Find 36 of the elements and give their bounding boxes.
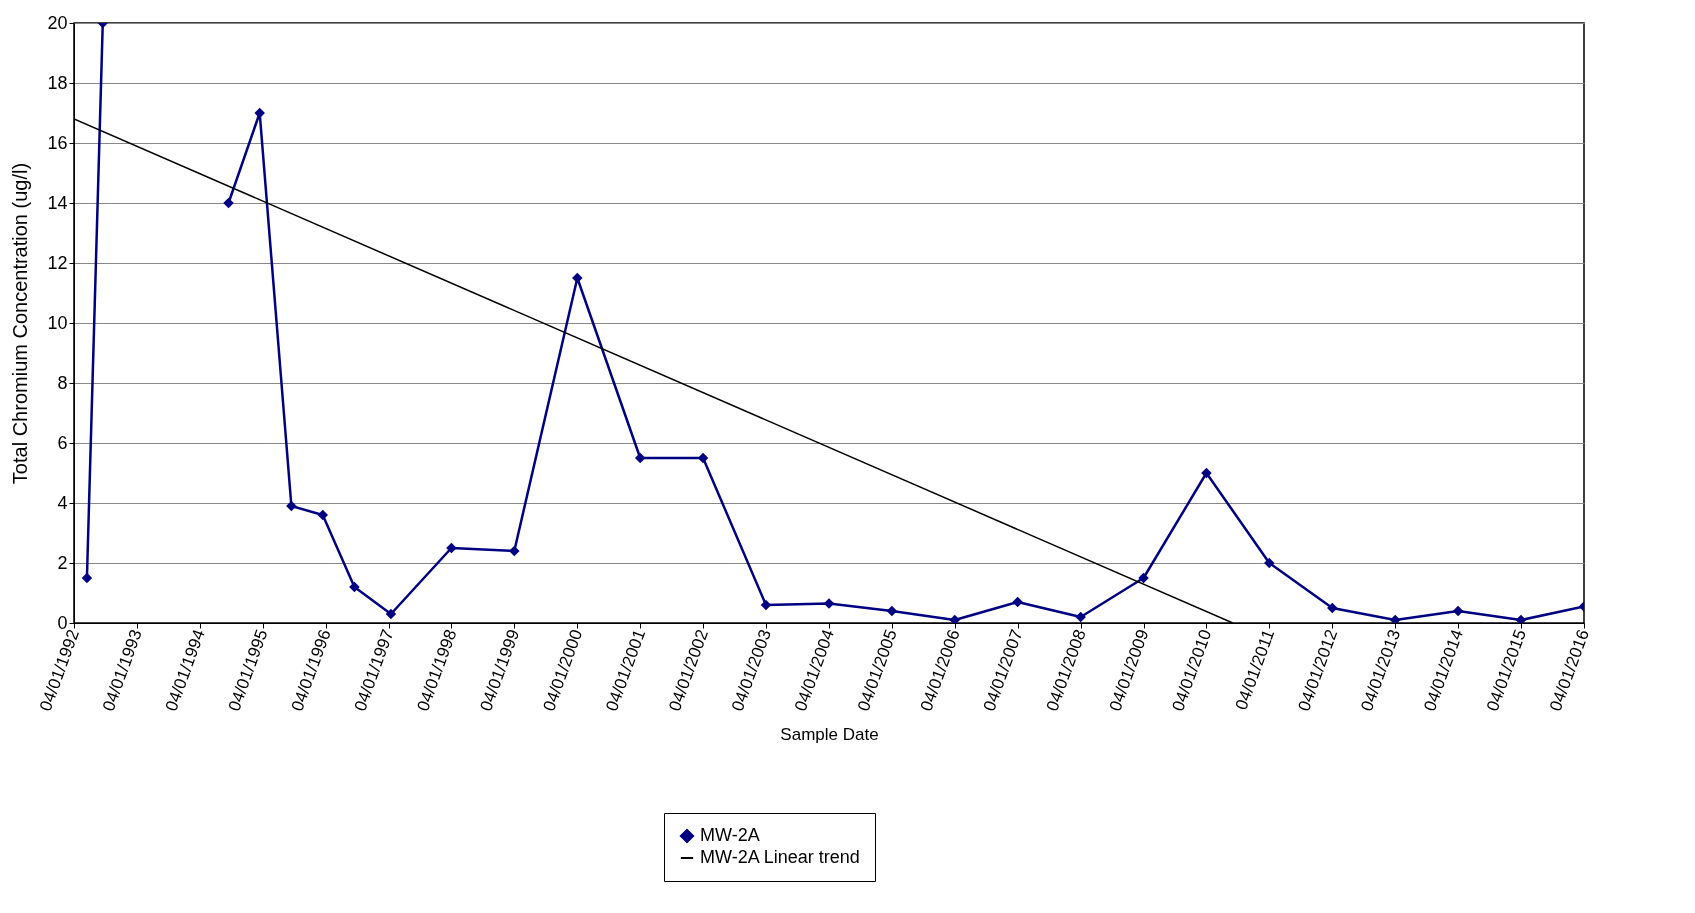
point bbox=[634, 452, 646, 464]
y-tick-label: 10 bbox=[47, 312, 68, 333]
point bbox=[349, 581, 360, 593]
y-tick-label: 18 bbox=[47, 72, 68, 93]
point bbox=[286, 500, 297, 512]
point bbox=[1264, 557, 1275, 569]
point bbox=[1138, 572, 1149, 584]
point bbox=[223, 197, 234, 209]
point bbox=[317, 509, 328, 521]
point bbox=[1075, 611, 1086, 623]
y-axis-title: Total Chromium Concentration (ug/l) bbox=[9, 162, 32, 485]
y-tick-label: 8 bbox=[57, 372, 68, 393]
y-tick-label: 20 bbox=[47, 12, 68, 33]
point bbox=[509, 545, 520, 557]
point bbox=[1012, 596, 1023, 608]
point bbox=[1389, 614, 1401, 623]
point bbox=[949, 614, 960, 623]
y-tick-label: 12 bbox=[47, 252, 68, 273]
point bbox=[1515, 614, 1527, 623]
x-axis-title: Sample Date bbox=[780, 725, 879, 745]
y-tick-label: 6 bbox=[57, 432, 68, 453]
legend-label: MW-2A Linear trend bbox=[700, 847, 860, 867]
y-tick-label: 16 bbox=[47, 132, 68, 153]
point bbox=[823, 598, 835, 609]
point bbox=[886, 605, 898, 617]
point bbox=[1201, 467, 1212, 479]
point bbox=[1452, 605, 1464, 617]
point bbox=[446, 542, 457, 554]
point bbox=[1327, 602, 1338, 614]
y-tick-label: 4 bbox=[57, 492, 68, 513]
point bbox=[572, 272, 583, 284]
point bbox=[81, 572, 93, 584]
y-tick-label: 14 bbox=[47, 192, 68, 213]
y-tick-label: 2 bbox=[57, 552, 68, 573]
legend-label: MW-2A bbox=[700, 825, 760, 845]
point bbox=[385, 608, 397, 620]
